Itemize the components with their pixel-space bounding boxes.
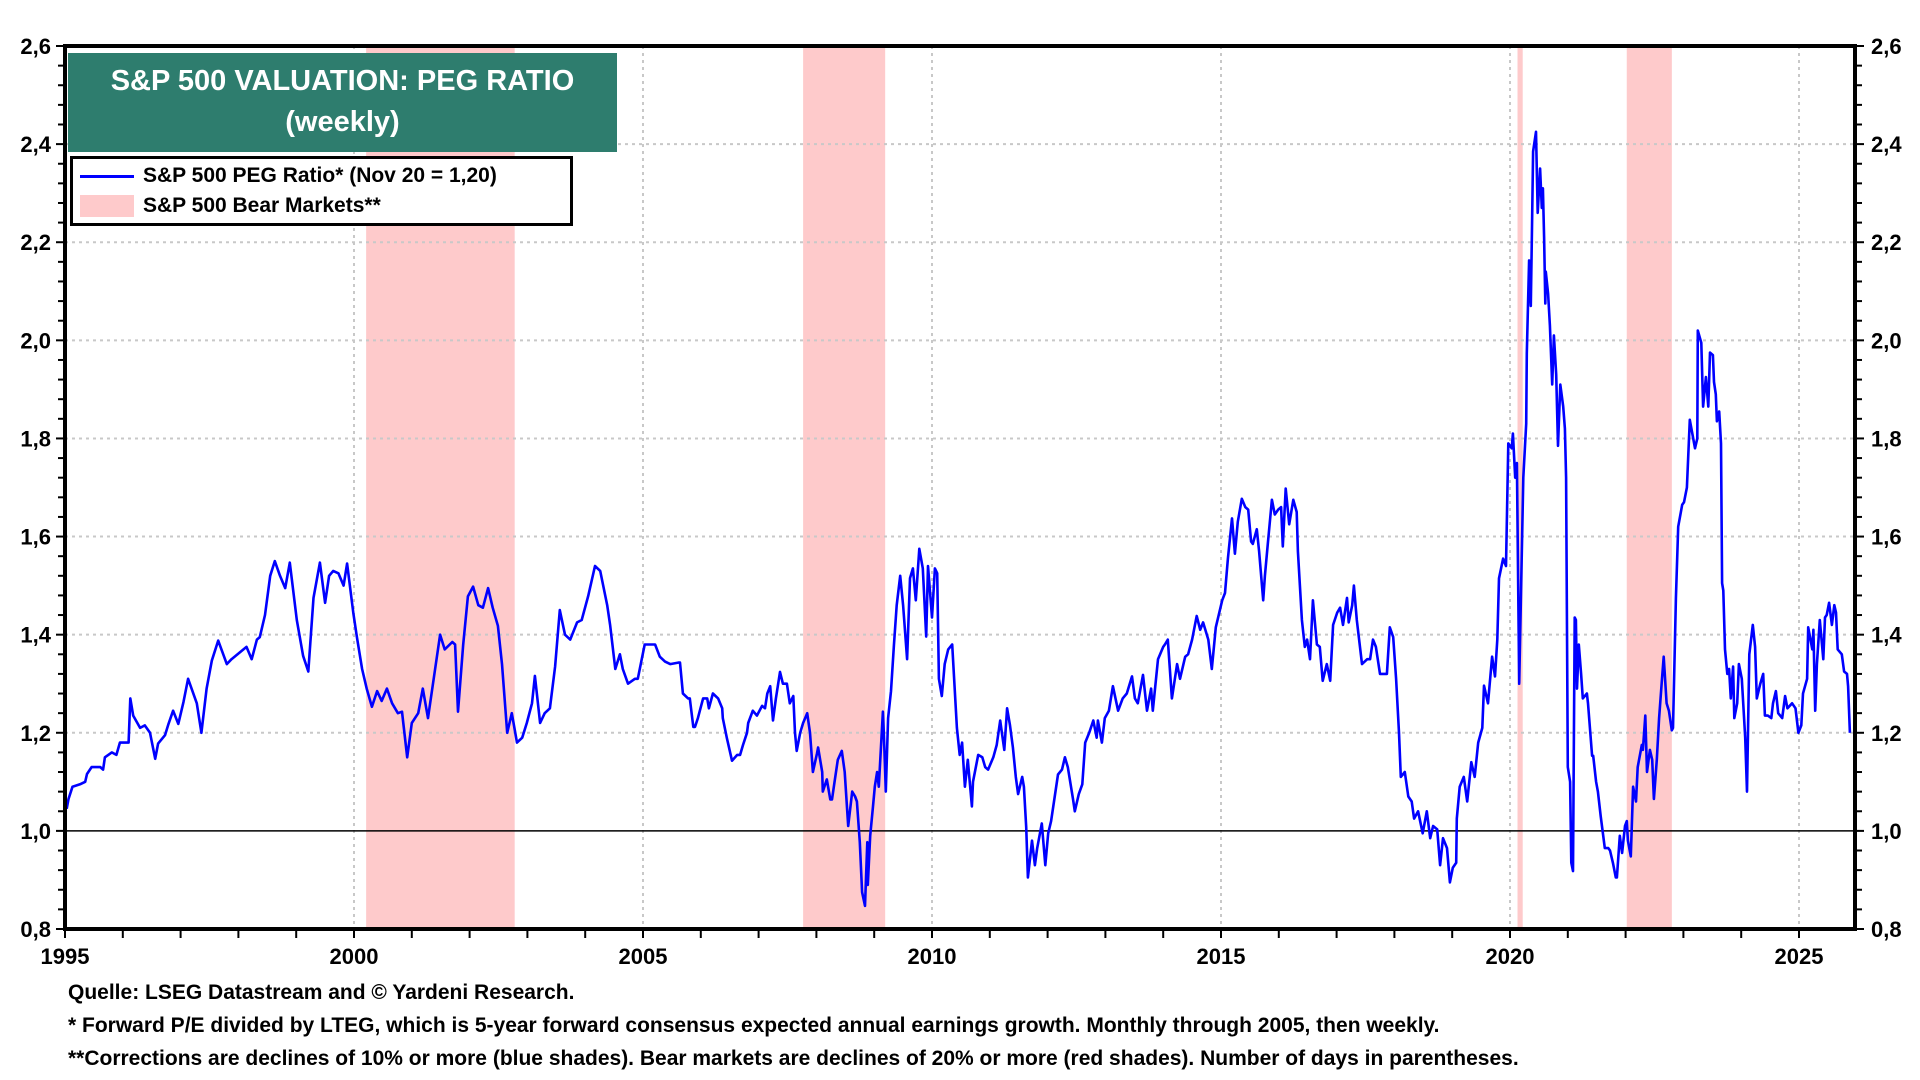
y-tick-label-left: 1,8	[20, 426, 51, 451]
y-tick-label-left: 2,6	[20, 34, 51, 59]
gridlines	[65, 46, 1855, 929]
y-tick-label-right: 2,0	[1871, 328, 1902, 353]
y-tick-label-left: 1,0	[20, 819, 51, 844]
legend-label: S&P 500 PEG Ratio* (Nov 20 = 1,20)	[143, 164, 497, 187]
peg-ratio-line	[65, 130, 1852, 908]
y-tick-label-right: 1,4	[1871, 623, 1902, 648]
x-tick-label: 2000	[330, 944, 379, 969]
y-tick-label-right: 2,6	[1871, 34, 1902, 59]
x-tick-label: 1995	[41, 944, 90, 969]
plot-frame	[63, 44, 1857, 931]
x-axis-ticks: 1995 2000 2005 2010 2015 2020 2025	[41, 929, 1824, 969]
bear-market-shade	[1517, 46, 1523, 929]
footer-note-2: **Corrections are declines of 10% or mor…	[68, 1047, 1519, 1070]
legend-item-bear-markets: S&P 500 Bear Markets**	[73, 192, 381, 220]
footer-source: Quelle: LSEG Datastream and © Yardeni Re…	[68, 981, 575, 1004]
y-tick-label-left: 0,8	[20, 917, 51, 942]
y-tick-label-right: 1,2	[1871, 721, 1902, 746]
x-tick-label: 2005	[619, 944, 668, 969]
y-tick-label-right: 1,8	[1871, 426, 1902, 451]
y-tick-label-left: 2,0	[20, 328, 51, 353]
legend-shade-swatch	[80, 195, 134, 217]
footer-note-1: * Forward P/E divided by LTEG, which is …	[68, 1014, 1440, 1037]
y-tick-label-right: 2,4	[1871, 132, 1902, 157]
y-tick-label-left: 1,6	[20, 525, 51, 550]
legend-item-peg-ratio: S&P 500 PEG Ratio* (Nov 20 = 1,20)	[73, 162, 497, 190]
x-tick-label: 2010	[908, 944, 957, 969]
y-tick-label-left: 1,2	[20, 721, 51, 746]
y-tick-label-left: 2,4	[20, 132, 51, 157]
y-tick-label-right: 1,6	[1871, 525, 1902, 550]
legend-line-swatch	[80, 174, 134, 178]
x-tick-label: 2015	[1197, 944, 1246, 969]
legend: S&P 500 PEG Ratio* (Nov 20 = 1,20) S&P 5…	[70, 156, 573, 226]
chart-title-box: S&P 500 VALUATION: PEG RATIO (weekly)	[68, 53, 617, 152]
y-tick-label-left: 2,2	[20, 230, 51, 255]
y-tick-label-right: 1,0	[1871, 819, 1902, 844]
y-tick-label-left: 1,4	[20, 623, 51, 648]
x-tick-label: 2025	[1775, 944, 1824, 969]
y-axis-ticks: 0,8 0,8 1,0 1,0 1,2 1,2 1,4 1,4 1,6 1,6 1,8 1,8 2,0 2…	[20, 34, 1902, 942]
y-tick-label-right: 0,8	[1871, 917, 1902, 942]
chart-subtitle: (weekly)	[285, 106, 400, 138]
x-tick-label: 2020	[1486, 944, 1535, 969]
chart-title: S&P 500 VALUATION: PEG RATIO	[110, 65, 575, 97]
bear-market-shade	[1626, 46, 1672, 929]
y-tick-label-right: 2,2	[1871, 230, 1902, 255]
legend-label: S&P 500 Bear Markets**	[143, 194, 381, 217]
